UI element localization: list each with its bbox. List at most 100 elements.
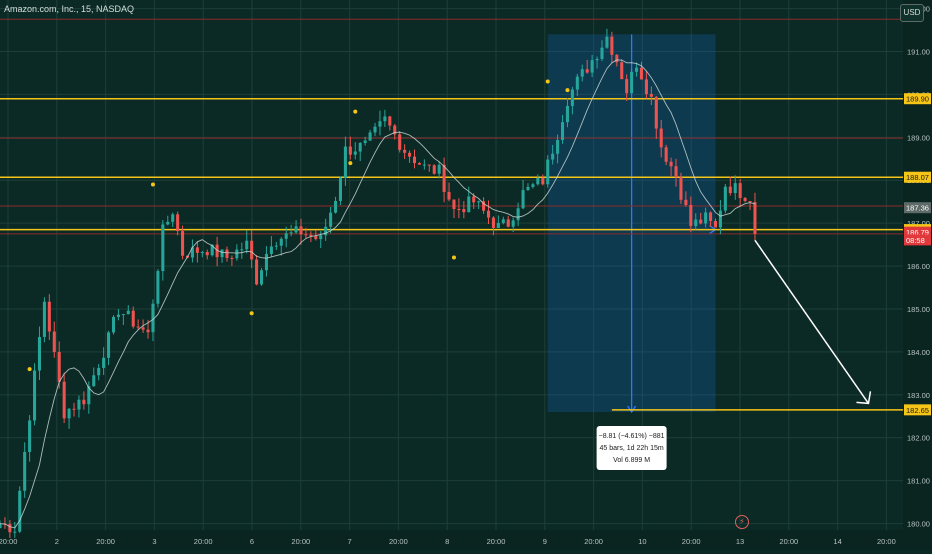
candle-body bbox=[511, 220, 515, 227]
projection-arrow-head bbox=[856, 391, 872, 405]
x-tick-label: 20:00 bbox=[389, 537, 408, 546]
candle-body bbox=[457, 208, 461, 210]
candle-body bbox=[388, 116, 392, 126]
y-tick-label: 180.00 bbox=[907, 520, 930, 529]
candle-body bbox=[575, 76, 579, 90]
candle-body bbox=[230, 257, 234, 259]
candle-body bbox=[560, 122, 565, 140]
candle-body bbox=[107, 332, 111, 358]
candle-body bbox=[294, 226, 298, 233]
plot-background bbox=[0, 0, 903, 530]
x-tick-label: 3 bbox=[152, 537, 156, 546]
measure-tooltip-line: 45 bars, 1d 22h 15m bbox=[599, 445, 663, 452]
candle-body bbox=[240, 249, 244, 251]
candle-body bbox=[516, 208, 520, 221]
candle-body bbox=[452, 199, 456, 209]
y-tick-label: 183.00 bbox=[907, 391, 930, 400]
candle-body bbox=[610, 36, 614, 55]
candle-body bbox=[491, 217, 495, 228]
lightning-icon[interactable]: ⚡ bbox=[735, 515, 749, 529]
price-axis-label: 189.90 bbox=[906, 95, 929, 104]
candle-body bbox=[250, 240, 254, 260]
candle-body bbox=[551, 153, 555, 160]
candle-body bbox=[704, 212, 708, 224]
candle-body bbox=[126, 310, 130, 315]
price-axis-label: 182.65 bbox=[906, 406, 929, 415]
candle-body bbox=[723, 186, 727, 211]
price-axis-label-bg bbox=[904, 171, 931, 183]
candle-body bbox=[363, 140, 367, 143]
x-tick-label: 20:00 bbox=[584, 537, 603, 546]
y-tick-label: 182.00 bbox=[907, 434, 930, 443]
x-tick-label: 20:00 bbox=[877, 537, 896, 546]
candle-body bbox=[556, 139, 560, 154]
candle-body bbox=[235, 249, 239, 259]
candle-body bbox=[753, 202, 757, 234]
candle-body bbox=[600, 47, 604, 59]
y-tick-label: 189.00 bbox=[907, 133, 930, 142]
candle-body bbox=[87, 386, 91, 405]
chart-title: Amazon.com, Inc., 15, NASDAQ bbox=[4, 4, 135, 14]
price-axis-label-bg bbox=[904, 93, 931, 105]
candle-body bbox=[279, 238, 283, 246]
candle-body bbox=[373, 126, 377, 133]
x-tick-label: 20:00 bbox=[487, 537, 506, 546]
candle-body bbox=[718, 210, 722, 228]
candle-body bbox=[639, 67, 644, 80]
candle-body bbox=[97, 367, 101, 376]
candle-body bbox=[57, 351, 61, 382]
candle-body bbox=[669, 161, 673, 167]
candle-body bbox=[309, 234, 313, 237]
x-tick-label: 20:00 bbox=[291, 537, 310, 546]
candle-body bbox=[605, 36, 609, 48]
candle-body bbox=[674, 166, 678, 178]
candle-body bbox=[102, 357, 106, 368]
candle-body bbox=[625, 79, 629, 94]
candle-body bbox=[255, 259, 259, 285]
candle-body bbox=[585, 69, 589, 73]
candle-body bbox=[274, 245, 278, 247]
candle-body bbox=[151, 303, 155, 333]
candle-body bbox=[343, 146, 347, 178]
candle-body bbox=[383, 116, 387, 122]
candle-body bbox=[314, 236, 318, 240]
candle-body bbox=[709, 212, 713, 221]
candle-body bbox=[565, 105, 569, 123]
candle-body bbox=[713, 220, 718, 228]
y-tick-label: 191.00 bbox=[907, 47, 930, 56]
candle-body bbox=[181, 231, 185, 256]
x-tick-label: 8 bbox=[445, 537, 449, 546]
candle-body bbox=[225, 249, 229, 258]
candle-body bbox=[156, 271, 160, 304]
y-tick-label: 187.00 bbox=[907, 219, 930, 228]
candle-body bbox=[171, 214, 175, 222]
time-axis-panel bbox=[0, 530, 903, 550]
candle-body bbox=[245, 240, 249, 250]
event-dot bbox=[565, 88, 570, 93]
event-dot bbox=[353, 109, 358, 114]
candle-body bbox=[635, 67, 639, 72]
candle-body bbox=[462, 209, 466, 213]
candle-body bbox=[403, 149, 407, 153]
candle-body bbox=[427, 164, 431, 166]
y-tick-label: 186.00 bbox=[907, 262, 930, 271]
currency-button[interactable]: USD bbox=[900, 4, 924, 22]
y-tick-label: 184.00 bbox=[907, 348, 930, 357]
measure-tooltip bbox=[596, 425, 667, 470]
candle-body bbox=[738, 183, 742, 198]
candle-body bbox=[52, 331, 56, 352]
candle-body bbox=[570, 89, 574, 106]
candle-body bbox=[467, 196, 471, 213]
candle-body bbox=[432, 165, 436, 174]
candle-body bbox=[0, 523, 2, 528]
candle-body bbox=[526, 186, 530, 191]
price-axis-label: 188.07 bbox=[906, 173, 929, 182]
candle-body bbox=[664, 147, 668, 162]
price-axis-label: 187.36 bbox=[906, 204, 929, 213]
event-dot bbox=[249, 311, 254, 316]
candle-body bbox=[28, 420, 32, 452]
candle-body bbox=[417, 163, 421, 165]
candle-body bbox=[190, 247, 194, 258]
